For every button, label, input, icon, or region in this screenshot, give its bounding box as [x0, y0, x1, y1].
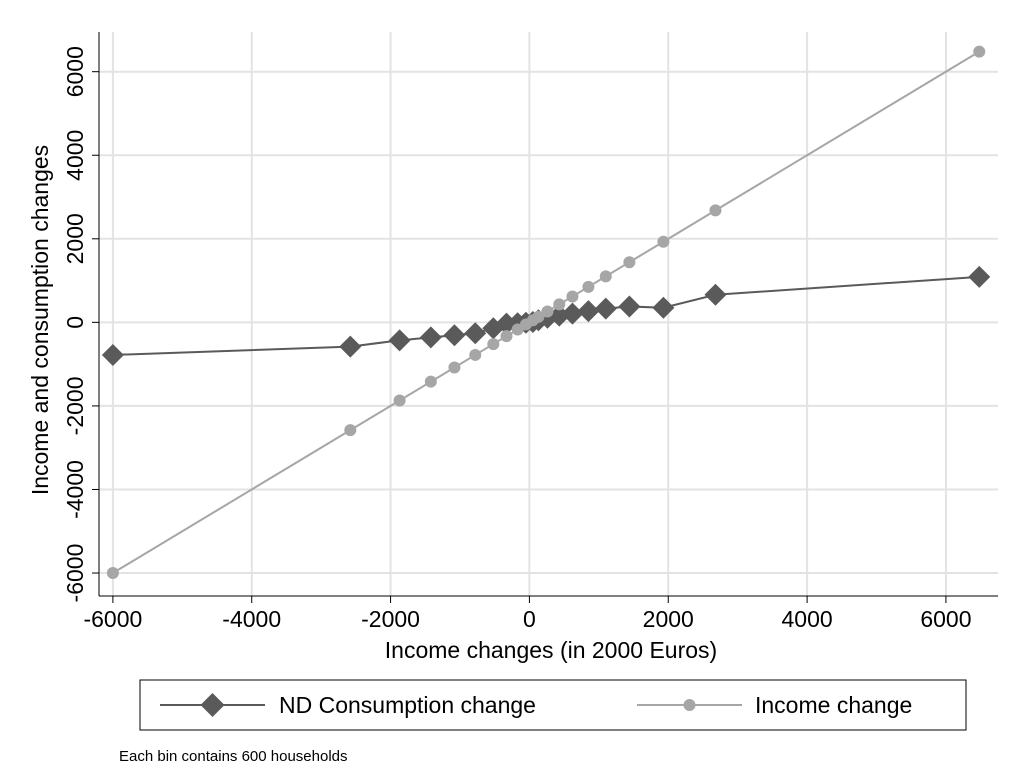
series-layer: [101, 45, 991, 580]
data-point: [469, 348, 482, 361]
data-point: [443, 324, 466, 347]
x-tick-label: -2000: [361, 606, 420, 632]
y-tick-label: 2000: [62, 213, 88, 264]
x-axis-title: Income changes (in 2000 Euros): [385, 637, 717, 663]
legend-label-income: Income change: [755, 692, 912, 718]
legend-label-nd-consumption: ND Consumption change: [279, 692, 536, 718]
data-point: [599, 270, 612, 283]
data-point: [393, 394, 406, 407]
legend-marker-income: [683, 699, 696, 711]
x-tick-label: 2000: [643, 606, 694, 632]
data-point: [388, 329, 411, 352]
data-point: [577, 300, 600, 323]
data-point: [618, 295, 641, 318]
y-tick-label: 6000: [62, 46, 88, 97]
data-point: [657, 235, 670, 248]
data-point: [968, 265, 991, 288]
x-tick-label: 0: [523, 606, 536, 632]
data-point: [101, 343, 124, 366]
y-axis-title: Income and consumption changes: [27, 145, 53, 495]
y-tick-label: -2000: [62, 376, 88, 435]
data-point: [566, 290, 579, 303]
data-point: [106, 567, 119, 580]
x-tick-label: -6000: [83, 606, 142, 632]
data-point: [594, 297, 617, 320]
x-tick-label: 4000: [782, 606, 833, 632]
y-tick-label: 4000: [62, 130, 88, 181]
legend-box: [139, 679, 967, 731]
data-point: [704, 283, 727, 306]
x-tick-label: 6000: [920, 606, 971, 632]
data-point: [582, 280, 595, 293]
legend-marker-nd-consumption: [200, 693, 225, 717]
data-point: [553, 298, 566, 311]
series-1: [106, 45, 986, 580]
axes: -6000 -4000 -2000 0 2000 4000 6000 -6000 -4000 -2…: [62, 32, 998, 632]
data-point: [541, 305, 554, 318]
x-tick-label: -4000: [222, 606, 281, 632]
data-point: [339, 335, 362, 358]
legend: ND Consumption change Income change: [139, 679, 967, 731]
data-point: [623, 256, 636, 269]
data-point: [344, 424, 357, 437]
data-point: [448, 361, 461, 374]
data-point: [973, 45, 986, 58]
data-point: [487, 338, 500, 351]
series-0: [101, 265, 991, 366]
y-tick-label: -6000: [62, 544, 88, 603]
data-point: [532, 310, 545, 323]
data-point: [500, 330, 513, 343]
data-point: [652, 296, 675, 319]
data-point: [419, 326, 442, 349]
chart-note: Each bin contains 600 households: [119, 748, 348, 765]
data-point: [548, 304, 571, 327]
data-point: [561, 302, 584, 325]
y-tick-label: -4000: [62, 460, 88, 519]
data-point: [424, 375, 437, 388]
y-tick-label: 0: [62, 316, 88, 329]
data-point: [709, 204, 722, 217]
data-point: [464, 322, 487, 345]
